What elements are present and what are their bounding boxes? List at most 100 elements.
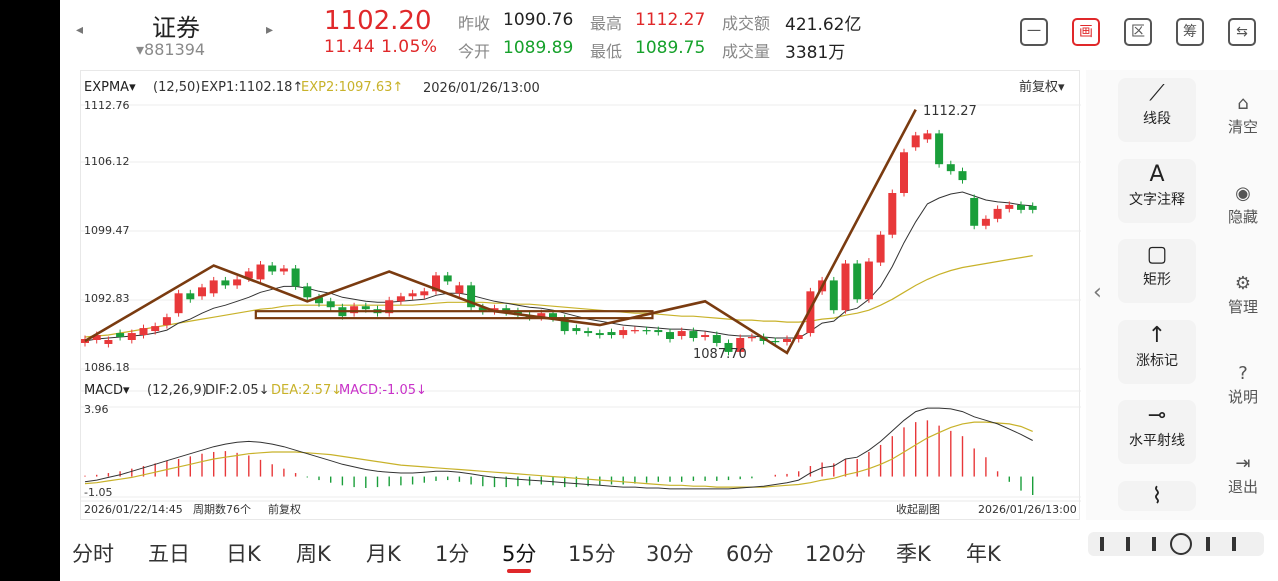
candle-body xyxy=(911,135,920,148)
rectangle-icon: ▢ xyxy=(1146,242,1168,267)
y-tick: 1106.12 xyxy=(84,155,130,168)
candle-body xyxy=(116,333,125,338)
next-stock-arrow-icon[interactable]: ▸ xyxy=(266,22,274,38)
macd-bottom-tick: -1.05 xyxy=(84,486,112,499)
side-hide[interactable]: ◉ 隐藏 xyxy=(1218,182,1268,227)
y-tick: 1099.47 xyxy=(84,224,130,237)
stat-value: 1089.89 xyxy=(503,38,574,58)
candle-body xyxy=(619,330,628,336)
tab-120min[interactable]: 120分 xyxy=(805,542,867,566)
tab-monthly[interactable]: 月K xyxy=(366,542,401,566)
tab-quarterly[interactable]: 季K xyxy=(896,542,931,566)
tab-weekly[interactable]: 周K xyxy=(296,542,331,566)
high-price-label: 1112.27 xyxy=(923,104,977,119)
collapse-subchart-button[interactable]: 收起副图 xyxy=(896,502,940,516)
candle-body xyxy=(572,328,581,332)
side-help[interactable]: ? 说明 xyxy=(1218,362,1268,407)
tab-intraday[interactable]: 分时 xyxy=(72,542,114,566)
candles xyxy=(81,129,1037,356)
candle-body xyxy=(935,133,944,165)
macd-params: (12,26,9) xyxy=(147,383,207,398)
candle-body xyxy=(432,275,440,292)
candle-body xyxy=(385,300,394,314)
tab-daily[interactable]: 日K xyxy=(226,542,261,566)
candle-body xyxy=(736,338,745,352)
broom-icon: ⌂ xyxy=(1237,93,1249,114)
macd-indicator-selector[interactable]: MACD▾ xyxy=(84,383,130,398)
candle-body xyxy=(864,261,873,300)
tool-more[interactable]: ⌇ xyxy=(1118,481,1196,511)
device-icon[interactable]: ⇆ xyxy=(1228,18,1256,46)
candle-body xyxy=(607,332,616,336)
macd-value: MACD:-1.05↓ xyxy=(339,383,427,398)
tab-yearly[interactable]: 年K xyxy=(966,542,1001,566)
tool-horizontal-ray[interactable]: ⊸ 水平射线 xyxy=(1118,400,1196,464)
candle-body xyxy=(946,164,955,172)
stock-code[interactable]: ▾881394 xyxy=(136,40,206,59)
settings-icon: ⚙ xyxy=(1234,273,1252,294)
adjust-selector[interactable]: 前复权▾ xyxy=(1019,79,1065,95)
side-label: 管理 xyxy=(1227,298,1258,316)
tab-60min[interactable]: 60分 xyxy=(726,542,774,566)
stat-value: 3381万 xyxy=(785,43,846,63)
tool-rectangle[interactable]: ▢ 矩形 xyxy=(1118,239,1196,303)
tool-label: 涨标记 xyxy=(1136,353,1178,369)
candle-body xyxy=(233,279,242,286)
candle-body xyxy=(221,280,230,286)
chip-icon[interactable]: 筹 xyxy=(1176,18,1204,46)
tool-rise-marker[interactable]: ↑ 涨标记 xyxy=(1118,320,1196,384)
candle-body xyxy=(677,331,686,337)
y-tick: 1086.18 xyxy=(84,361,130,374)
horizontal-ray-icon: ⊸ xyxy=(1147,403,1167,428)
more-periods-icon[interactable] xyxy=(1086,528,1266,558)
tab-1min[interactable]: 1分 xyxy=(435,542,470,566)
candle-body xyxy=(174,293,183,314)
side-clear[interactable]: ⌂ 清空 xyxy=(1218,92,1268,137)
tool-line-segment[interactable]: ⟋ 线段 xyxy=(1118,78,1196,142)
candle-body xyxy=(584,331,593,334)
candle-body xyxy=(794,335,803,340)
candle-body xyxy=(642,330,651,332)
candle-body xyxy=(396,296,405,302)
collapse-tools-arrow-icon[interactable]: ‹ xyxy=(1093,280,1102,305)
current-price: 1102.20 xyxy=(324,6,432,36)
candle-body xyxy=(747,337,756,339)
candle-body xyxy=(654,330,663,333)
candle-body xyxy=(560,318,569,332)
tab-five-day[interactable]: 五日 xyxy=(148,542,190,566)
kline-chart-panel[interactable]: EXPMA▾ (12,50) EXP1:1102.18↑ EXP2:1097.6… xyxy=(80,70,1081,521)
side-exit[interactable]: ⇥ 退出 xyxy=(1218,452,1268,497)
prev-stock-arrow-icon[interactable]: ◂ xyxy=(76,22,84,38)
active-tab-indicator xyxy=(507,569,531,573)
tool-text-annotation[interactable]: A 文字注释 xyxy=(1118,159,1196,223)
chart-grid xyxy=(81,104,1081,498)
candle-body xyxy=(701,335,710,338)
dea-line xyxy=(84,421,1033,488)
tab-15min[interactable]: 15分 xyxy=(568,542,616,566)
expma-params: (12,50) xyxy=(153,80,200,95)
minus-box-icon[interactable]: 一 xyxy=(1020,18,1048,46)
stat-label: 今开 xyxy=(458,42,491,61)
interval-icon[interactable]: 区 xyxy=(1124,18,1152,46)
candle-body xyxy=(712,335,721,343)
range-rectangle xyxy=(254,310,654,320)
draw-icon[interactable]: 画 xyxy=(1072,18,1100,46)
tab-30min[interactable]: 30分 xyxy=(646,542,694,566)
candle-body xyxy=(92,335,101,340)
candle-body xyxy=(361,306,370,310)
side-manage[interactable]: ⚙ 管理 xyxy=(1218,272,1268,317)
kline-chart[interactable]: EXPMA▾ (12,50) EXP1:1102.18↑ EXP2:1097.6… xyxy=(81,71,1081,521)
tool-label: 水平射线 xyxy=(1129,433,1185,449)
stat-label: 成交额 xyxy=(722,14,771,33)
text-a-icon: A xyxy=(1149,162,1165,187)
tool-label: 矩形 xyxy=(1143,272,1171,288)
expma-indicator-selector[interactable]: EXPMA▾ xyxy=(84,80,136,95)
tab-5min[interactable]: 5分 xyxy=(502,542,537,566)
candle-body xyxy=(900,152,908,193)
candle-body xyxy=(549,313,557,319)
candle-body xyxy=(958,171,967,181)
candle-body xyxy=(689,331,698,339)
tool-label: 线段 xyxy=(1143,111,1171,127)
y-tick: 1092.83 xyxy=(84,292,130,305)
candle-body xyxy=(724,342,733,352)
